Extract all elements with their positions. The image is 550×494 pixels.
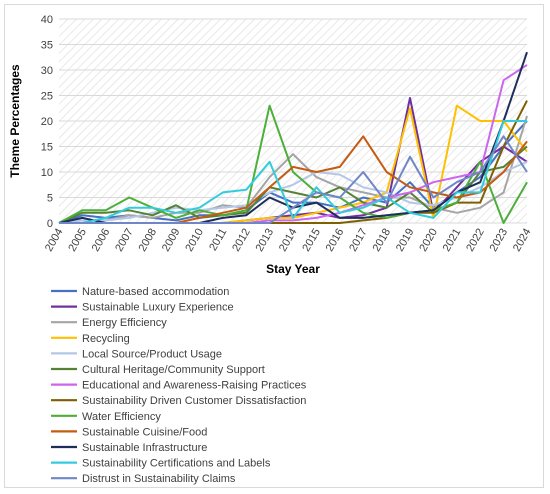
x-tick-label: 2012 (230, 227, 253, 254)
legend-label: Sustainable Luxury Experience (82, 302, 234, 314)
y-tick-label: 15 (41, 142, 53, 154)
legend-label: Sustainable Cuisine/Food (82, 426, 207, 438)
legend-label: Educational and Awareness-Raising Practi… (82, 380, 307, 392)
x-tick-label: 2023 (488, 226, 511, 253)
legend-label: Water Efficiency (82, 411, 161, 423)
x-tick-label: 2006 (90, 227, 113, 254)
y-axis-title: Theme Percentages (8, 64, 22, 178)
x-tick-label: 2009 (160, 227, 183, 254)
legend-label: Distrust in Sustainability Claims (82, 473, 236, 485)
legend-entry: Distrust in Sustainability Claims (51, 473, 236, 485)
legend: Nature-based accommodation Sustainable Lu… (51, 286, 307, 485)
y-tick-label: 20 (41, 116, 53, 128)
x-tick-label: 2024 (511, 227, 534, 254)
x-tick-label: 2005 (66, 227, 89, 254)
legend-label: Recycling (82, 333, 130, 345)
series-line-8 (58, 104, 528, 224)
y-tick-label: 40 (41, 14, 53, 26)
legend-label: Nature-based accommodation (82, 286, 229, 298)
x-tick-label: 2019 (394, 227, 417, 254)
legend-entry: Nature-based accommodation (51, 286, 229, 298)
chart-frame: 0 5 10 15 20 25 30 35 40 2004 2005 2006 2007 2008 200… (4, 4, 544, 488)
x-axis-title: Stay Year (266, 262, 320, 276)
legend-label: Sustainability Driven Customer Dissatisf… (82, 395, 306, 407)
x-tick-label: 2010 (183, 227, 206, 254)
legend-entry: Sustainable Cuisine/Food (51, 426, 207, 438)
x-tick-label: 2014 (277, 227, 300, 254)
x-tick-label: 2015 (300, 227, 323, 254)
legend-label: Energy Efficiency (82, 317, 167, 329)
x-tick-label: 2020 (417, 227, 440, 254)
x-tick-label: 2004 (43, 227, 66, 254)
legend-entry: Recycling (51, 333, 130, 345)
y-tick-label: 35 (41, 40, 53, 52)
y-tick-label: 25 (41, 91, 53, 103)
legend-entry: Sustainability Driven Customer Dissatisf… (51, 395, 306, 407)
y-tick-label: 30 (41, 65, 53, 77)
legend-entry: Educational and Awareness-Raising Practi… (51, 380, 307, 392)
series-line-12 (59, 135, 528, 224)
legend-entry: Sustainability Certifications and Labels (51, 458, 271, 470)
x-tick-label: 2016 (324, 227, 347, 254)
x-tick-label: 2008 (137, 227, 160, 254)
legend-entry: Water Efficiency (51, 411, 161, 423)
legend-entry: Cultural Heritage/Community Support (51, 364, 265, 376)
x-tick-label: 2022 (464, 227, 487, 254)
y-tick-label: 10 (41, 167, 53, 179)
line-chart: 0 5 10 15 20 25 30 35 40 2004 2005 2006 2007 2008 200… (8, 14, 534, 485)
series-lines (58, 51, 528, 224)
x-tick-label: 2017 (347, 227, 370, 254)
x-tick-label: 2021 (441, 227, 464, 254)
y-tick-label: 5 (47, 193, 53, 205)
x-axis-ticks: 2004 2005 2006 2007 2008 2009 2010 2011 2012 2013… (43, 226, 534, 253)
y-axis-ticks: 0 5 10 15 20 25 30 35 40 (41, 14, 53, 230)
x-tick-label: 2013 (254, 227, 277, 254)
legend-entry: Energy Efficiency (51, 317, 167, 329)
x-tick-label: 2011 (207, 227, 229, 253)
legend-label: Sustainable Infrastructure (82, 442, 207, 454)
legend-label: Local Source/Product Usage (82, 348, 222, 360)
legend-entry: Sustainable Infrastructure (51, 442, 207, 454)
legend-label: Cultural Heritage/Community Support (82, 364, 265, 376)
x-tick-label: 2007 (113, 227, 136, 254)
y-tick-label: 0 (47, 218, 53, 230)
series-line-11 (59, 120, 527, 224)
legend-entry: Sustainable Luxury Experience (51, 302, 234, 314)
x-tick-label: 2018 (371, 227, 394, 254)
legend-label: Sustainability Certifications and Labels (82, 458, 271, 470)
legend-entry: Local Source/Product Usage (51, 348, 222, 360)
